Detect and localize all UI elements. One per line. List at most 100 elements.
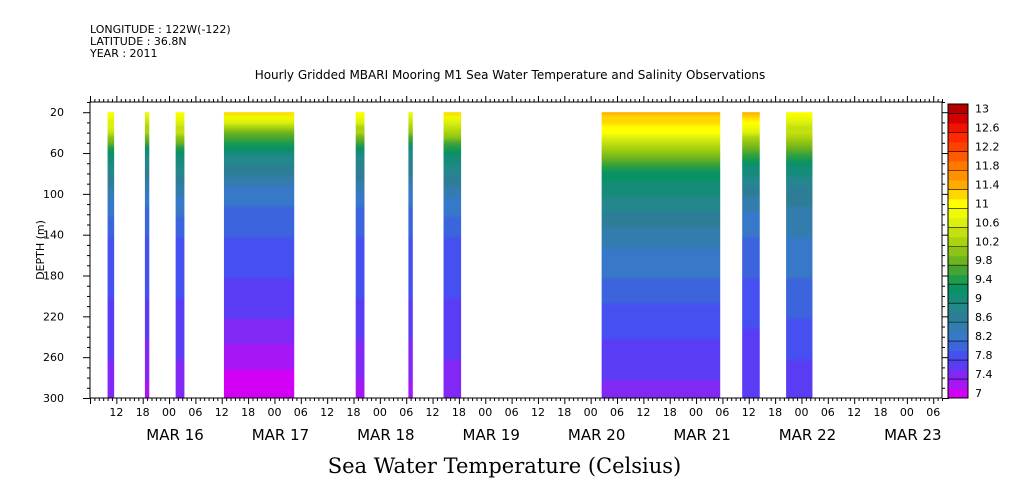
year-label: YEAR : 2011 bbox=[90, 47, 158, 60]
colorbar-swatch bbox=[948, 350, 968, 361]
colorbar-swatch bbox=[948, 141, 968, 152]
hour-tick-label: 06 bbox=[610, 406, 624, 419]
colorbar-tick-label: 11.8 bbox=[975, 159, 1000, 172]
date-label: MAR 20 bbox=[568, 426, 625, 444]
y-tick-label: 180 bbox=[43, 270, 64, 283]
axes-layer: 12 18 00 06 12 18 00 06 12 18 00 06 12 18 00 06 12 18 00 06… bbox=[34, 96, 949, 444]
colorbar-title: Sea Water Temperature (Celsius) bbox=[327, 454, 682, 478]
colorbar-swatch bbox=[948, 293, 968, 304]
colorbar-swatch bbox=[948, 284, 968, 295]
hour-tick-label: 06 bbox=[294, 406, 308, 419]
colorbar-swatch bbox=[948, 369, 968, 380]
data-segment bbox=[786, 112, 813, 398]
colorbar-swatch bbox=[948, 170, 968, 181]
colorbar-swatch bbox=[948, 160, 968, 171]
colorbar-swatch bbox=[948, 132, 968, 143]
hour-tick-label: 18 bbox=[663, 406, 677, 419]
latitude-label: LATITUDE : 36.8N bbox=[90, 35, 187, 48]
y-tick-label: 60 bbox=[50, 147, 64, 160]
colorbar-swatch bbox=[948, 189, 968, 200]
date-label: MAR 17 bbox=[252, 426, 309, 444]
chart-title: Hourly Gridded MBARI Mooring M1 Sea Wate… bbox=[254, 68, 766, 82]
hour-tick-label: 18 bbox=[768, 406, 782, 419]
hour-tick-label: 12 bbox=[636, 406, 650, 419]
colorbar-swatch bbox=[948, 122, 968, 133]
colorbar-swatch bbox=[948, 379, 968, 390]
colorbar-swatch bbox=[948, 265, 968, 276]
hour-tick-label: 00 bbox=[689, 406, 703, 419]
hour-tick-label: 18 bbox=[452, 406, 466, 419]
colorbar-tick-label: 9 bbox=[975, 292, 982, 305]
hour-tick-label: 12 bbox=[531, 406, 545, 419]
y-tick-label: 20 bbox=[50, 106, 64, 119]
colorbar-swatch bbox=[948, 227, 968, 238]
hour-tick-label: 00 bbox=[794, 406, 808, 419]
plot-frame bbox=[89, 101, 943, 399]
colorbar-swatch bbox=[948, 236, 968, 247]
hour-tick-label: 06 bbox=[188, 406, 202, 419]
colorbar-swatch bbox=[948, 312, 968, 323]
date-label: MAR 22 bbox=[779, 426, 836, 444]
date-label: MAR 23 bbox=[884, 426, 941, 444]
hour-tick-label: 12 bbox=[426, 406, 440, 419]
colorbar-swatch bbox=[948, 303, 968, 314]
date-label: MAR 16 bbox=[146, 426, 203, 444]
data-segment bbox=[107, 112, 115, 398]
y-axis-label: DEPTH (m) bbox=[34, 220, 47, 280]
colorbar-swatch bbox=[948, 246, 968, 257]
hour-tick-label: 12 bbox=[847, 406, 861, 419]
hour-tick-label: 00 bbox=[900, 406, 914, 419]
data-segment bbox=[443, 112, 462, 398]
colorbar-swatch bbox=[948, 360, 968, 371]
hour-tick-label: 12 bbox=[320, 406, 334, 419]
y-tick-label: 100 bbox=[43, 188, 64, 201]
colorbar-swatch bbox=[948, 217, 968, 228]
colorbar-tick-label: 11 bbox=[975, 197, 989, 210]
data-segment bbox=[223, 112, 295, 398]
hour-tick-label: 12 bbox=[109, 406, 123, 419]
colorbar-swatch bbox=[948, 113, 968, 124]
hour-tick-label: 00 bbox=[267, 406, 281, 419]
date-label: MAR 19 bbox=[463, 426, 520, 444]
colorbar-tick-label: 8.2 bbox=[975, 330, 993, 343]
data-segment bbox=[144, 112, 150, 398]
hour-tick-label: 00 bbox=[162, 406, 176, 419]
colorbar-tick-label: 9.8 bbox=[975, 254, 993, 267]
colorbar-tick-label: 12.6 bbox=[975, 121, 1000, 134]
colorbar-swatch bbox=[948, 331, 968, 342]
colorbar-tick-label: 13 bbox=[975, 102, 989, 115]
hour-tick-label: 18 bbox=[241, 406, 255, 419]
data-segment bbox=[355, 112, 365, 398]
data-segment bbox=[175, 112, 185, 398]
hour-tick-label: 00 bbox=[478, 406, 492, 419]
data-segment bbox=[742, 112, 760, 398]
hour-tick-label: 06 bbox=[715, 406, 729, 419]
y-tick-label: 140 bbox=[43, 229, 64, 242]
colorbar-swatch bbox=[948, 198, 968, 209]
colorbar-tick-label: 11.4 bbox=[975, 178, 1000, 191]
hour-tick-label: 12 bbox=[215, 406, 229, 419]
hour-tick-label: 18 bbox=[347, 406, 361, 419]
colorbar-swatch bbox=[948, 341, 968, 352]
hour-tick-label: 18 bbox=[874, 406, 888, 419]
hour-tick-label: 06 bbox=[399, 406, 413, 419]
hour-tick-label: 06 bbox=[821, 406, 835, 419]
colorbar: 7 7.4 7.8 8.2 8.6 9 9.4 9.8 10.2 10.6 11 11.4 11.8 12… bbox=[947, 102, 1000, 400]
hour-tick-label: 18 bbox=[557, 406, 571, 419]
colorbar-tick-label: 7 bbox=[975, 387, 982, 400]
hour-tick-label: 00 bbox=[584, 406, 598, 419]
hour-tick-label: 18 bbox=[136, 406, 150, 419]
y-tick-label: 260 bbox=[43, 351, 64, 364]
colorbar-tick-label: 10.6 bbox=[975, 216, 1000, 229]
hour-tick-label: 12 bbox=[742, 406, 756, 419]
colorbar-swatch bbox=[948, 208, 968, 219]
location-header: LONGITUDE : 122W(-122) LATITUDE : 36.8N … bbox=[90, 24, 231, 60]
y-tick-label: 220 bbox=[43, 310, 64, 323]
colorbar-swatch bbox=[948, 255, 968, 266]
colorbar-tick-label: 8.6 bbox=[975, 311, 993, 324]
hour-tick-label: 06 bbox=[505, 406, 519, 419]
hour-tick-label: 00 bbox=[373, 406, 387, 419]
colorbar-tick-label: 7.4 bbox=[975, 368, 993, 381]
colorbar-tick-label: 12.2 bbox=[975, 140, 1000, 153]
